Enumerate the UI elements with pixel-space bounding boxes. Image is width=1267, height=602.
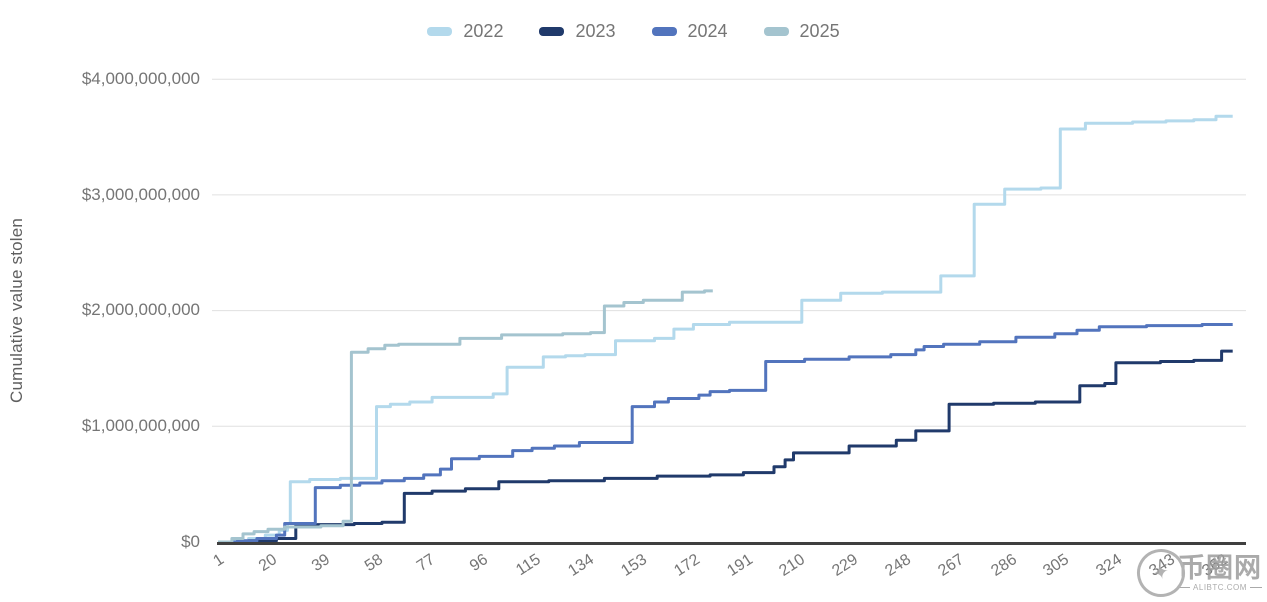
legend-swatch-2025 [763,27,789,36]
series-line-2023 [218,349,1233,544]
legend-item-2025: 2025 [763,21,840,42]
y-tick-label-4b: $4,000,000,000 [81,69,200,88]
site-watermark: ✦ 币圈网 ALIBTC.COM [1131,543,1262,602]
legend-swatch-2024 [651,27,677,36]
watermark-text: 币圈网 ALIBTC.COM [1178,552,1262,592]
series-line-2025 [218,289,713,544]
y-tick-label-2b: $2,000,000,000 [81,300,200,319]
series-line-2022 [218,114,1233,544]
watermark-site-url: ALIBTC.COM [1178,583,1262,592]
legend-item-2024: 2024 [651,21,728,42]
legend-swatch-2023 [539,27,565,36]
dash-right [1249,586,1262,588]
chart-legend: 2022 2023 2024 2025 [0,21,1267,42]
y-tick-label-1b: $1,000,000,000 [81,416,200,435]
legend-label-2022: 2022 [463,21,504,41]
y-tick-label-3b: $3,000,000,000 [81,185,200,204]
y-tick-label-0: $0 [181,532,200,551]
legend-label-2024: 2024 [687,21,728,41]
legend-label-2025: 2025 [799,21,840,41]
series-line-2024 [218,323,1233,544]
legend-item-2022: 2022 [427,21,503,42]
legend-item-2023: 2023 [539,21,616,42]
dash-left [1178,586,1191,588]
watermark-domain: ALIBTC.COM [1193,582,1247,592]
legend-label-2023: 2023 [575,21,616,41]
watermark-chinese-name: 币圈网 [1178,552,1262,583]
legend-swatch-2022 [427,27,453,36]
star-icon: ✦ [1150,560,1172,586]
